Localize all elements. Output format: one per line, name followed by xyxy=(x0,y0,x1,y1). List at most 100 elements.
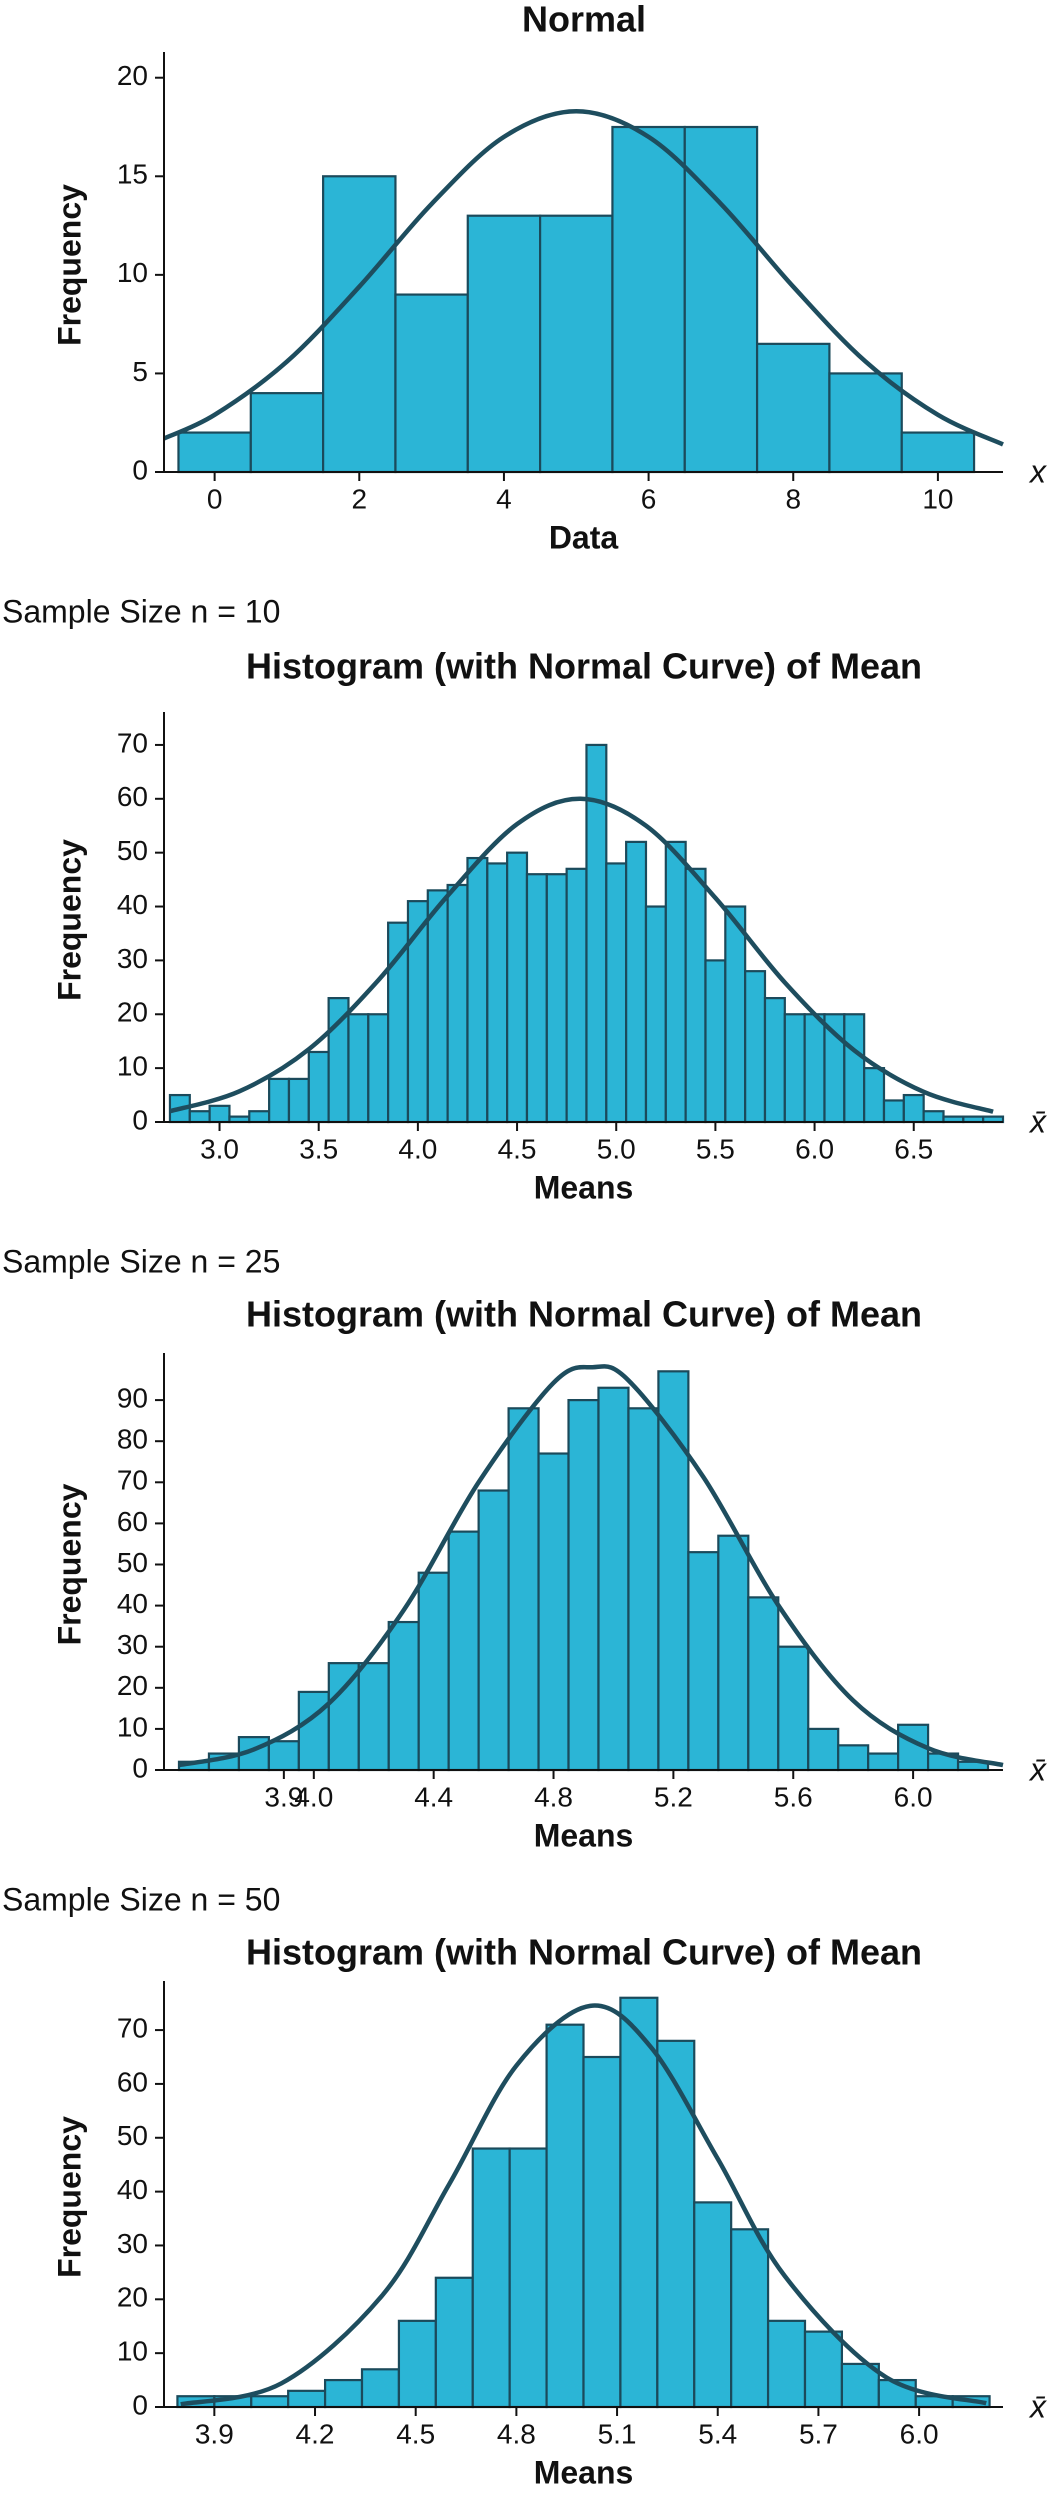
bar xyxy=(803,2330,844,2409)
bar xyxy=(744,970,767,1124)
bar xyxy=(394,293,469,474)
bar xyxy=(466,856,489,1124)
y-tick-label: 10 xyxy=(117,257,148,288)
y-tick-label: 0 xyxy=(132,2389,148,2420)
bar xyxy=(508,2147,548,2409)
x-tick-label: 10 xyxy=(922,483,953,514)
x-tick-label: 3.5 xyxy=(299,1133,338,1164)
bar xyxy=(717,1534,750,1772)
bar xyxy=(397,2319,437,2409)
y-tick-label: 70 xyxy=(117,2012,148,2043)
bar xyxy=(250,2395,290,2409)
bar xyxy=(367,1013,390,1124)
bar xyxy=(417,1571,450,1772)
x-symbol: x̄ xyxy=(1028,1751,1047,1787)
x-axis-label: Data xyxy=(549,519,619,555)
bar xyxy=(434,2276,474,2409)
bar xyxy=(486,862,509,1124)
bar xyxy=(843,1013,866,1124)
y-tick-label: 90 xyxy=(117,1382,148,1413)
bar xyxy=(656,2039,696,2409)
normal-curve xyxy=(180,2003,987,2407)
x-tick-label: 4.4 xyxy=(414,1781,453,1812)
x-tick-label: 6.0 xyxy=(795,1133,834,1164)
normal-curve xyxy=(178,1364,1004,1768)
x-tick-label: 4.8 xyxy=(497,2418,536,2449)
x-tick-label: 6 xyxy=(641,483,657,514)
subtitle: Sample Size n = 25 xyxy=(2,1243,280,1279)
x-symbol: x xyxy=(1028,453,1047,489)
bar xyxy=(693,2201,733,2409)
y-tick-label: 15 xyxy=(117,159,148,190)
x-tick-label: 2 xyxy=(351,483,367,514)
bar xyxy=(322,175,397,474)
bar xyxy=(177,431,252,474)
normal-curve xyxy=(163,108,1004,447)
bar xyxy=(863,1067,886,1124)
bar xyxy=(611,125,686,474)
bar xyxy=(545,2023,585,2409)
bar xyxy=(387,1620,420,1772)
bar xyxy=(357,1662,390,1772)
bar xyxy=(297,1690,330,1772)
y-axis-label: Frequency xyxy=(51,184,87,346)
bar xyxy=(755,342,831,474)
bar xyxy=(249,392,325,474)
y-tick-label: 20 xyxy=(117,2282,148,2313)
bar xyxy=(766,2319,807,2409)
bar xyxy=(777,1645,810,1772)
bar xyxy=(922,1110,945,1124)
bar xyxy=(730,2228,770,2409)
bar xyxy=(597,1386,630,1772)
y-tick-label: 50 xyxy=(117,1547,148,1578)
bar xyxy=(807,1727,840,1772)
y-tick-label: 50 xyxy=(117,835,148,866)
x-tick-label: 3.0 xyxy=(200,1133,239,1164)
y-tick-label: 5 xyxy=(132,356,148,387)
bar xyxy=(567,1398,600,1772)
bar xyxy=(783,1013,806,1124)
x-tick-label: 5.2 xyxy=(654,1781,693,1812)
x-tick-label: 4.8 xyxy=(534,1781,573,1812)
x-tick-label: 5.1 xyxy=(598,2418,637,2449)
bar xyxy=(539,214,614,474)
normal-curve xyxy=(169,796,994,1114)
y-tick-label: 10 xyxy=(117,1711,148,1742)
bar xyxy=(840,2362,880,2409)
x-tick-label: 4.2 xyxy=(296,2418,335,2449)
bar xyxy=(763,997,786,1124)
bar xyxy=(537,1452,570,1772)
x-symbol: x̄ xyxy=(1028,2388,1047,2424)
y-tick-label: 30 xyxy=(117,1629,148,1660)
bar xyxy=(902,1093,925,1124)
bar xyxy=(208,1104,231,1124)
x-symbol: x̄ xyxy=(1028,1103,1047,1139)
y-tick-label: 70 xyxy=(117,727,148,758)
bar xyxy=(545,873,568,1124)
x-tick-label: 8 xyxy=(785,483,801,514)
y-tick-label: 30 xyxy=(117,2228,148,2259)
bar xyxy=(248,1110,271,1124)
bar xyxy=(828,372,903,474)
bar xyxy=(619,1996,659,2409)
subtitle: Sample Size n = 10 xyxy=(2,593,280,629)
x-tick-label: 3.9 xyxy=(195,2418,234,2449)
x-tick-label: 4.5 xyxy=(498,1133,537,1164)
y-tick-label: 70 xyxy=(117,1465,148,1496)
y-tick-label: 0 xyxy=(132,1752,148,1783)
bar xyxy=(565,867,588,1124)
bar xyxy=(466,214,542,474)
y-tick-label: 80 xyxy=(117,1424,148,1455)
bar xyxy=(683,125,759,474)
y-tick-label: 20 xyxy=(117,997,148,1028)
y-tick-label: 40 xyxy=(117,889,148,920)
x-tick-label: 5.0 xyxy=(597,1133,636,1164)
x-tick-label: 3.9 xyxy=(264,1781,303,1812)
bar xyxy=(644,905,667,1124)
bar xyxy=(747,1596,780,1772)
y-tick-label: 30 xyxy=(117,943,148,974)
bar xyxy=(506,851,529,1124)
y-axis-label: Frequency xyxy=(51,2116,87,2278)
chart-title: Histogram (with Normal Curve) of Mean xyxy=(246,1932,922,1973)
